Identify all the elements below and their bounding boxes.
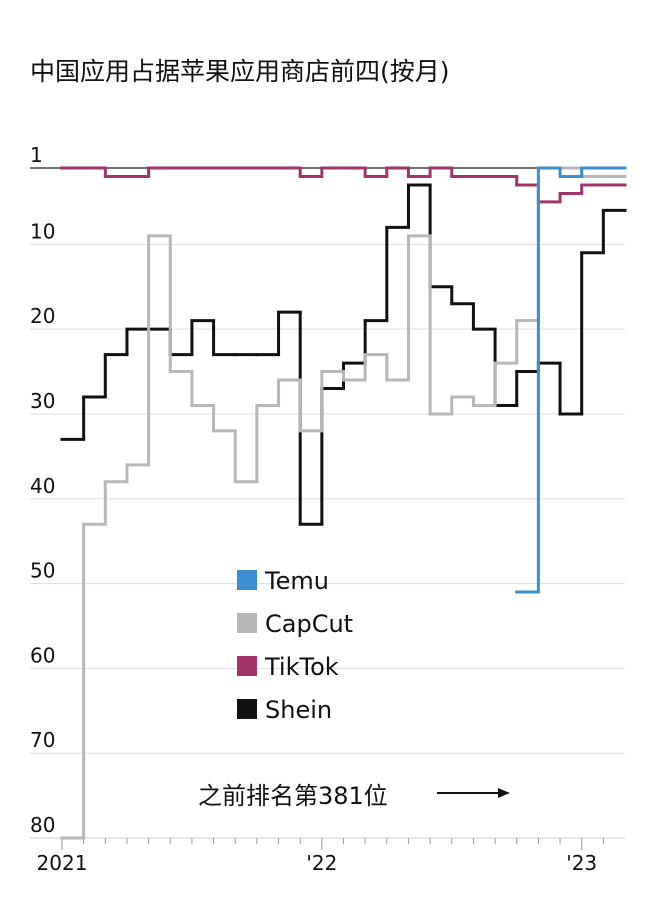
series <box>60 183 627 526</box>
legend-label: Temu <box>264 567 329 595</box>
y-tick-label: 60 <box>30 643 55 667</box>
series <box>515 166 627 828</box>
y-tick-label: 30 <box>30 389 55 413</box>
y-tick-label: 80 <box>30 813 55 837</box>
series <box>60 166 627 204</box>
y-tick-label: 1 <box>30 143 43 167</box>
y-tick-label: 50 <box>30 559 55 583</box>
legend-swatch <box>237 699 257 719</box>
y-tick-label: 20 <box>30 304 55 328</box>
legend-swatch <box>237 570 257 590</box>
y-tick-label: 40 <box>30 474 55 498</box>
y-tick-label: 70 <box>30 728 55 752</box>
arrow-head <box>498 788 510 798</box>
legend-swatch <box>237 656 257 676</box>
annotation: 之前排名第381位 <box>198 782 388 810</box>
legend-label: CapCut <box>265 610 353 638</box>
x-tick-label: 2021 <box>37 851 88 875</box>
legend-label: Shein <box>265 696 332 724</box>
legend-label: TikTok <box>264 653 339 681</box>
legend-swatch <box>237 613 257 633</box>
x-tick-label: '22 <box>306 851 337 875</box>
series <box>60 166 627 840</box>
x-tick-label: '23 <box>566 851 597 875</box>
chart-title: 中国应用占据苹果应用商店前四(按月) <box>30 57 450 86</box>
y-tick-label: 10 <box>30 219 55 243</box>
